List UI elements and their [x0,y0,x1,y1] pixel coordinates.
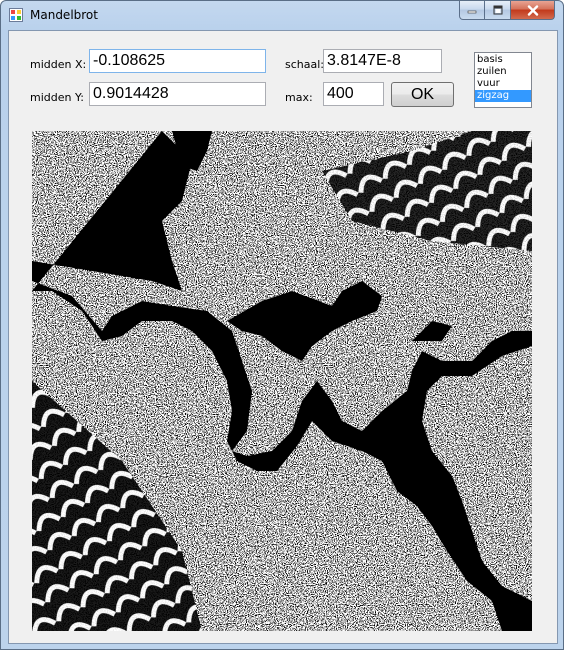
max-input[interactable]: 400 [323,82,384,106]
max-label: max: [285,91,313,104]
schaal-label: schaal: [285,58,324,71]
midden-x-label: midden X: [30,58,87,71]
palette-item-zigzag[interactable]: zigzag [475,90,531,102]
ok-button[interactable]: OK [391,82,454,107]
minimize-button[interactable] [459,1,485,20]
palette-item-zuilen[interactable]: zuilen [477,66,507,77]
midden-y-input[interactable]: 0.9014428 [89,82,266,106]
close-icon [527,4,538,16]
palette-listbox[interactable]: basis zuilen vuur zigzag [474,52,532,108]
maximize-button[interactable] [485,1,511,20]
minimize-icon [467,10,477,14]
schaal-input[interactable]: 3.8147E-8 [323,49,442,73]
title-bar[interactable]: Mandelbrot [1,1,563,30]
window-title: Mandelbrot [30,8,98,22]
client-area: midden X: -0.108625 midden Y: 0.9014428 … [8,30,558,644]
midden-y-label: midden Y: [30,91,84,104]
mandelbrot-canvas[interactable] [32,131,532,631]
close-button[interactable] [511,1,555,20]
midden-x-input[interactable]: -0.108625 [89,49,266,73]
palette-item-basis[interactable]: basis [477,54,503,65]
maximize-icon [493,5,502,15]
window-controls [459,1,555,20]
app-window-icon [9,8,23,22]
palette-item-vuur[interactable]: vuur [477,78,500,89]
fractal-image [32,131,532,631]
